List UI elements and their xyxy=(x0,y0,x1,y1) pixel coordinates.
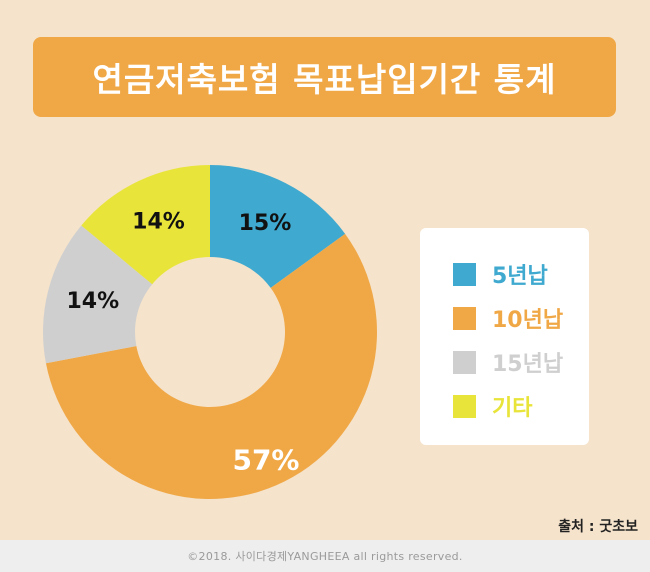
slice-15yr xyxy=(43,225,153,364)
donut-chart: 15% 57% 14% 14% xyxy=(43,165,377,499)
slice-5yr-label: 15% xyxy=(239,211,292,236)
slice-10yr xyxy=(45,233,377,499)
legend-item-5yr: 5년납 xyxy=(453,258,548,290)
slice-15yr-label: 14% xyxy=(66,289,119,314)
legend-label-5yr: 5년납 xyxy=(492,264,548,289)
legend-label-10yr: 10년납 xyxy=(492,308,564,333)
title-banner: 연금저축보험 목표납입기간 통계 xyxy=(33,37,616,117)
legend-item-other: 기타 xyxy=(453,390,532,422)
legend-item-15yr: 15년납 xyxy=(453,346,563,378)
slice-10yr-label: 57% xyxy=(232,443,299,476)
legend-swatch-10yr xyxy=(453,306,476,330)
legend-swatch-other xyxy=(453,394,476,418)
copyright-footer: ©2018. 사이다경제YANGHEEA all rights reserved… xyxy=(0,540,650,572)
legend-label-15yr: 15년납 xyxy=(492,352,564,377)
slice-5yr xyxy=(210,165,346,288)
legend-label-other: 기타 xyxy=(492,396,533,421)
legend: 5년납 10년납 15년납 기타 xyxy=(420,228,589,445)
chart-title: 연금저축보험 목표납입기간 통계 xyxy=(92,60,557,99)
slice-other-label: 14% xyxy=(132,210,185,235)
source-credit: 출처 : 굿초보 xyxy=(558,519,638,535)
legend-swatch-5yr xyxy=(453,262,476,286)
legend-item-10yr: 10년납 xyxy=(453,302,563,334)
slice-other xyxy=(81,165,211,285)
legend-swatch-15yr xyxy=(453,350,476,374)
